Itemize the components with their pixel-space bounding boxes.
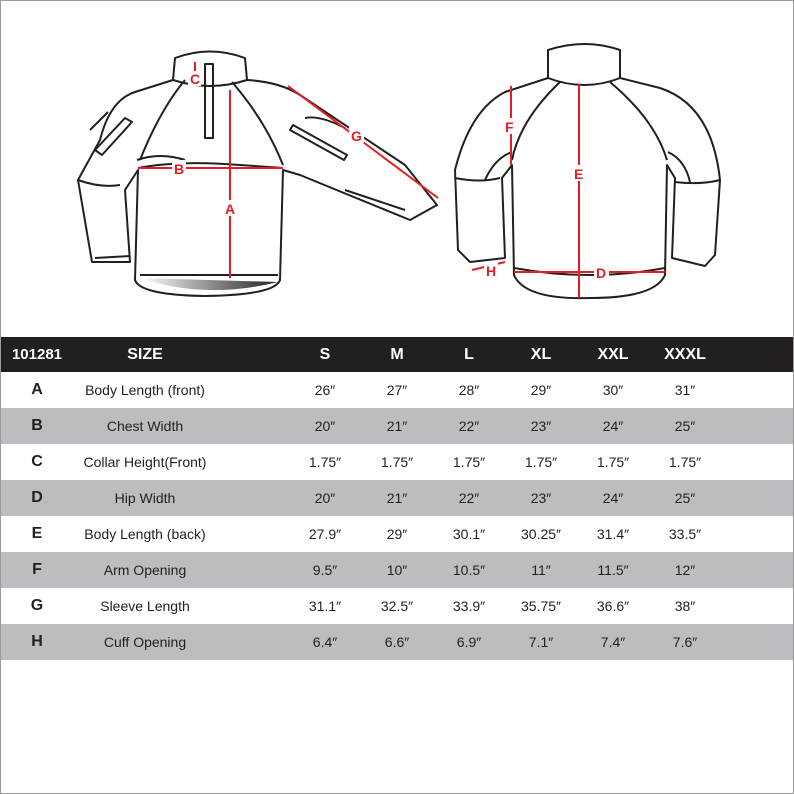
size-table: 101281 SIZE S M L XL XXL XXXL A Body Leng…: [1, 337, 793, 660]
measurement-value: 31″: [674, 382, 696, 398]
table-row: D Hip Width 20″ 21″ 22″ 23″ 24″ 25″: [1, 480, 793, 516]
measurement-value: 7.4″: [600, 634, 626, 650]
label-c: C: [190, 71, 200, 87]
measurement-value: 7.6″: [672, 634, 698, 650]
label-f: F: [505, 119, 514, 135]
measurement-value: 21″: [386, 490, 408, 506]
measurement-name: Cuff Opening: [103, 634, 187, 650]
measurement-value: 25″: [674, 418, 696, 434]
measurement-value: 29″: [530, 382, 552, 398]
measurement-letter: B: [31, 417, 43, 434]
table-row: E Body Length (back) 27.9″ 29″ 30.1″ 30.25″ 31…: [1, 516, 793, 552]
label-h: H: [486, 263, 496, 279]
measurement-value: 32.5″: [380, 598, 414, 614]
measurement-value: 31.4″: [596, 526, 630, 542]
measurement-letter: C: [31, 453, 43, 470]
measurement-value: 6.6″: [384, 634, 410, 650]
measurement-letter: E: [31, 525, 43, 542]
measurement-value: 28″: [458, 382, 480, 398]
measurement-value: 29″: [386, 526, 408, 542]
table-row: G Sleeve Length 31.1″ 32.5″ 33.9″ 35.75″ 36.6″…: [1, 588, 793, 624]
size-xl: XL: [530, 345, 552, 363]
measurement-value: 36.6″: [596, 598, 630, 614]
measurement-letter: A: [31, 381, 43, 398]
measurement-value: 24″: [602, 418, 624, 434]
label-g: G: [351, 128, 362, 144]
measurement-value: 31.1″: [308, 598, 342, 614]
size-m: M: [390, 345, 404, 363]
measurement-value: 9.5″: [312, 562, 338, 578]
measurement-value: 10.5″: [452, 562, 486, 578]
jacket-diagrams: C B A G F E H D: [77, 43, 721, 300]
measurement-value: 1.75″: [452, 454, 486, 470]
label-d: D: [596, 265, 606, 281]
measurement-value: 6.4″: [312, 634, 338, 650]
measurement-value: 7.1″: [528, 634, 554, 650]
measurement-name: Arm Opening: [103, 562, 187, 578]
measurement-name: Sleeve Length: [100, 598, 190, 614]
measurement-value: 23″: [530, 490, 552, 506]
size-header: SIZE: [127, 345, 163, 363]
measurement-name: Collar Height(Front): [83, 454, 207, 470]
measurement-value: 35.75″: [521, 598, 561, 614]
measurement-letter: D: [31, 489, 43, 506]
measurement-letter: F: [32, 561, 42, 578]
measurement-value: 22″: [458, 490, 480, 506]
measurement-value: 26″: [314, 382, 336, 398]
measurement-value: 1.75″: [524, 454, 558, 470]
measurement-value: 30.25″: [521, 526, 561, 542]
size-l: L: [464, 345, 474, 363]
measurement-value: 12″: [674, 562, 696, 578]
label-b: B: [174, 161, 184, 177]
measurement-value: 30.1″: [452, 526, 486, 542]
measurement-value: 22″: [458, 418, 480, 434]
measurement-value: 33.5″: [668, 526, 702, 542]
measurement-value: 1.75″: [380, 454, 414, 470]
measurement-name: Body Length (front): [85, 382, 205, 398]
measurement-value: 20″: [314, 418, 336, 434]
measurement-value: 23″: [530, 418, 552, 434]
back-jacket-drawing: [454, 43, 721, 300]
table-header: 101281 SIZE S M L XL XXL XXXL: [1, 337, 793, 372]
measurement-value: 1.75″: [596, 454, 630, 470]
table-row: H Cuff Opening 6.4″ 6.6″ 6.9″ 7.1″ 7.4″ 7.6″: [1, 624, 793, 660]
measurement-name: Chest Width: [106, 418, 184, 434]
size-xxxl: XXXL: [664, 345, 706, 363]
measurement-value: 10″: [386, 562, 408, 578]
label-e: E: [574, 166, 583, 182]
measurement-value: 20″: [314, 490, 336, 506]
measurement-letter: G: [30, 597, 44, 614]
product-code: 101281: [11, 346, 63, 363]
table-row: C Collar Height(Front) 1.75″ 1.75″ 1.75″ 1.75…: [1, 444, 793, 480]
measurement-value: 21″: [386, 418, 408, 434]
measurement-value: 27″: [386, 382, 408, 398]
table-row: A Body Length (front) 26″ 27″ 28″ 29″ 30″ 31″: [1, 372, 793, 408]
measurement-value: 33.9″: [452, 598, 486, 614]
measurement-value: 25″: [674, 490, 696, 506]
measurement-value: 11.5″: [597, 562, 629, 578]
measurement-value: 1.75″: [308, 454, 342, 470]
measurement-value: 30″: [602, 382, 624, 398]
measurement-name: Body Length (back): [84, 526, 206, 542]
measurement-value: 38″: [674, 598, 696, 614]
table-row: B Chest Width 20″ 21″ 22″ 23″ 24″ 25″: [1, 408, 793, 444]
size-xxl: XXL: [597, 345, 629, 363]
front-jacket-drawing: [77, 50, 438, 297]
measurement-value: 1.75″: [668, 454, 702, 470]
label-a: A: [225, 201, 235, 217]
measurement-value: 6.9″: [456, 634, 482, 650]
size-s: S: [319, 345, 331, 363]
measurement-name: Hip Width: [114, 490, 176, 506]
measurement-labels: C B A G F E H D: [172, 71, 609, 281]
measurement-value: 24″: [602, 490, 624, 506]
measurement-value: 27.9″: [308, 526, 342, 542]
table-row: F Arm Opening 9.5″ 10″ 10.5″ 11″ 11.5″ 12″: [1, 552, 793, 588]
measurement-value: 11″: [531, 562, 551, 578]
measurement-letter: H: [31, 633, 43, 650]
